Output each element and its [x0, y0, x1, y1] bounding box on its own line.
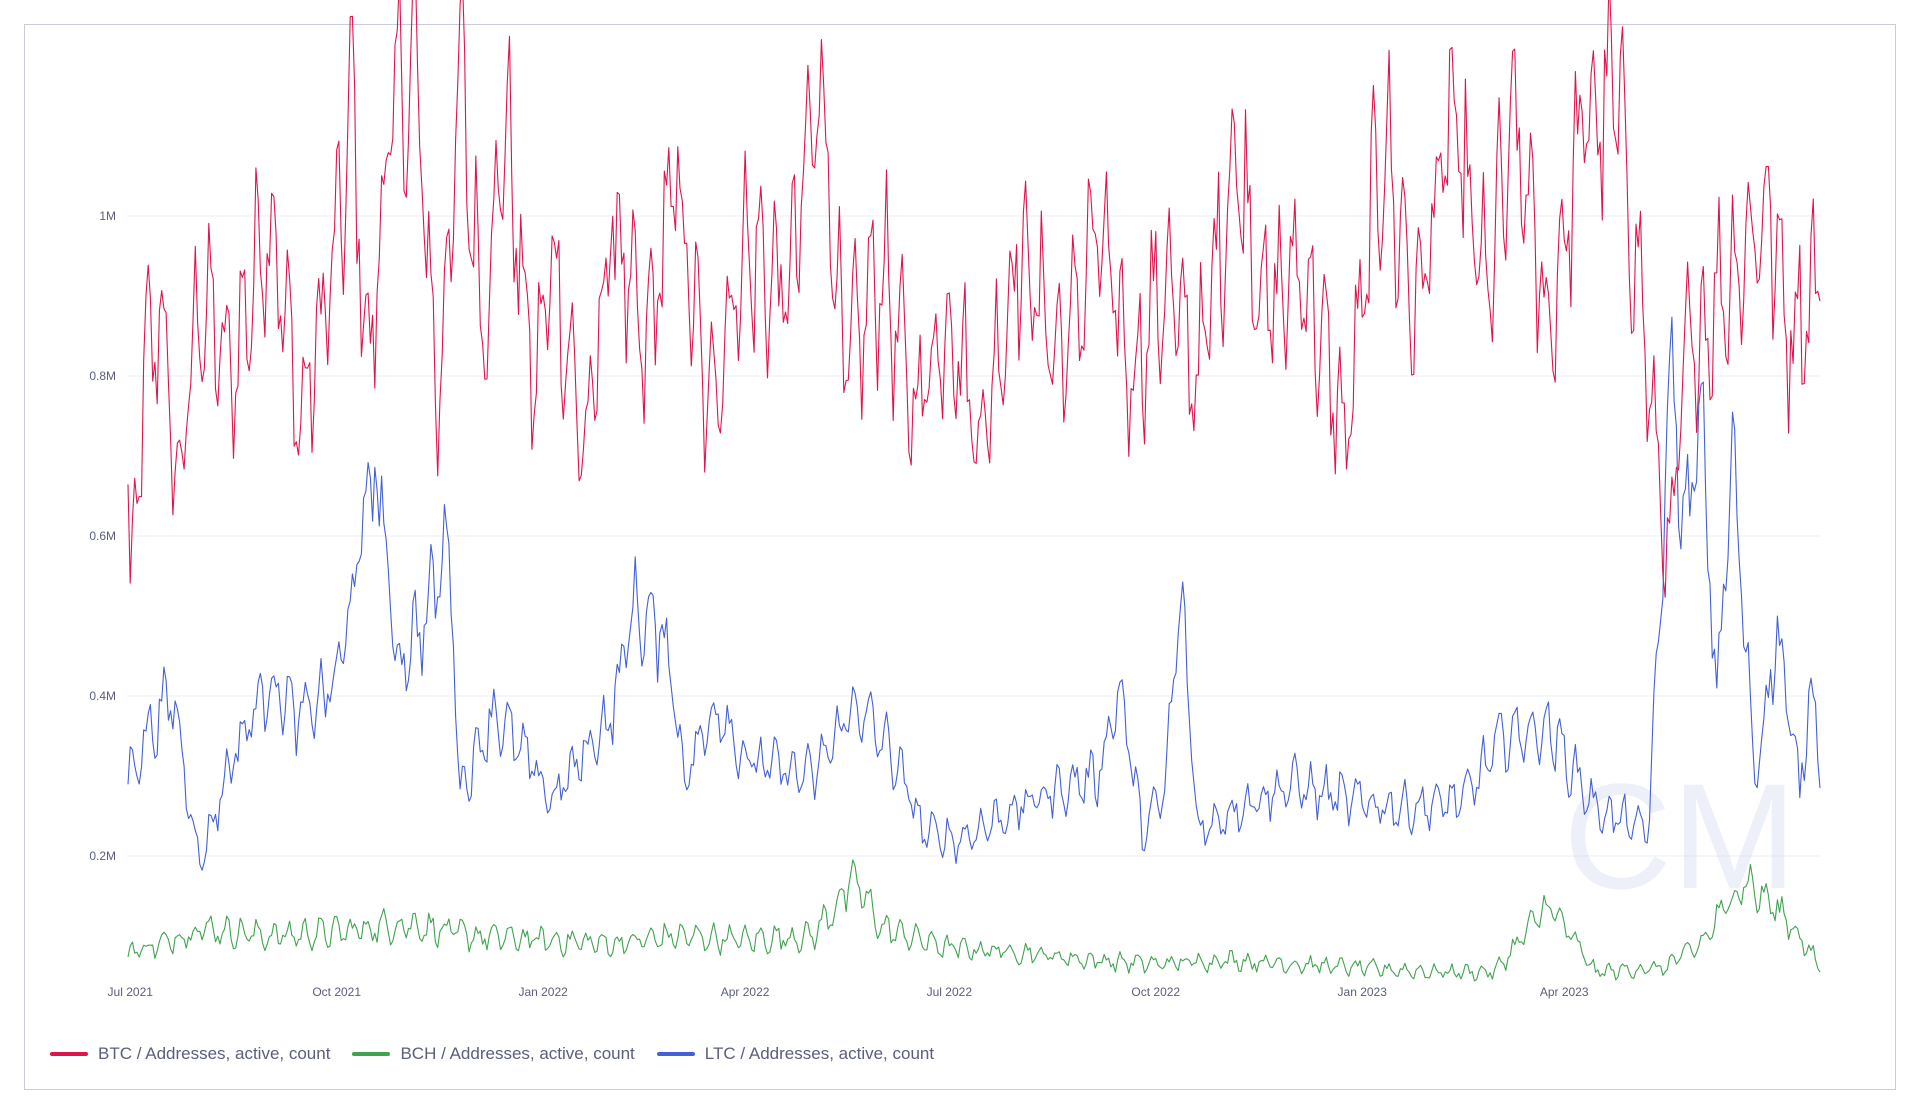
legend-label: BTC / Addresses, active, count	[98, 1044, 331, 1063]
legend-swatch	[656, 1052, 695, 1056]
y-axis: 0.2M 0.4M 0.6M 0.8M 1M	[89, 209, 116, 863]
legend-label: LTC / Addresses, active, count	[704, 1044, 935, 1063]
series-line-bch	[127, 859, 1821, 982]
x-tick-label: Jul 2022	[927, 985, 973, 999]
x-tick-label: Oct 2022	[1131, 985, 1180, 999]
legend-item[interactable]: BTC / Addresses, active, count	[50, 1044, 330, 1064]
legend-swatch	[352, 1052, 391, 1056]
series-lines	[127, 0, 1821, 982]
series-line-btc	[127, 0, 1821, 598]
legend-swatch	[50, 1052, 88, 1056]
chart-frame	[24, 24, 1896, 1090]
legend: BTC / Addresses, active, count BCH / Addr…	[50, 1044, 934, 1064]
y-tick-label: 0.8M	[89, 369, 116, 383]
x-tick-label: Jan 2023	[1338, 985, 1388, 999]
x-tick-label: Jan 2022	[518, 985, 568, 999]
x-tick-label: Oct 2021	[312, 985, 361, 999]
y-tick-label: 0.6M	[89, 529, 116, 543]
gridlines	[128, 215, 1820, 857]
x-tick-label: Apr 2023	[1540, 985, 1589, 999]
watermark: CM	[1563, 752, 1796, 920]
y-tick-label: 0.2M	[89, 849, 116, 863]
legend-label: BCH / Addresses, active, count	[400, 1044, 635, 1063]
x-tick-label: Apr 2022	[721, 985, 770, 999]
series-line-ltc	[127, 316, 1821, 871]
legend-item[interactable]: BCH / Addresses, active, count	[352, 1044, 635, 1064]
x-tick-label: Jul 2021	[108, 985, 154, 999]
x-axis: Jul 2021 Oct 2021 Jan 2022 Apr 2022 Jul 2022…	[108, 985, 1589, 999]
y-tick-label: 0.4M	[89, 689, 116, 703]
y-tick-label: 1M	[99, 209, 116, 223]
legend-item[interactable]: LTC / Addresses, active, count	[656, 1044, 935, 1064]
